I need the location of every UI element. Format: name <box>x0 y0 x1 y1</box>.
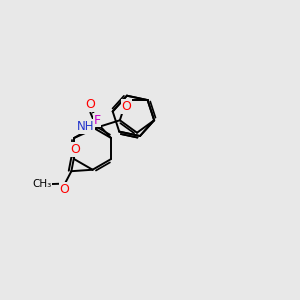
Text: O: O <box>59 183 69 196</box>
Text: CH₃: CH₃ <box>33 179 52 189</box>
Text: NH: NH <box>76 120 94 133</box>
Text: O: O <box>70 143 80 156</box>
Text: F: F <box>94 114 101 127</box>
Text: O: O <box>122 100 131 113</box>
Text: O: O <box>85 98 95 111</box>
